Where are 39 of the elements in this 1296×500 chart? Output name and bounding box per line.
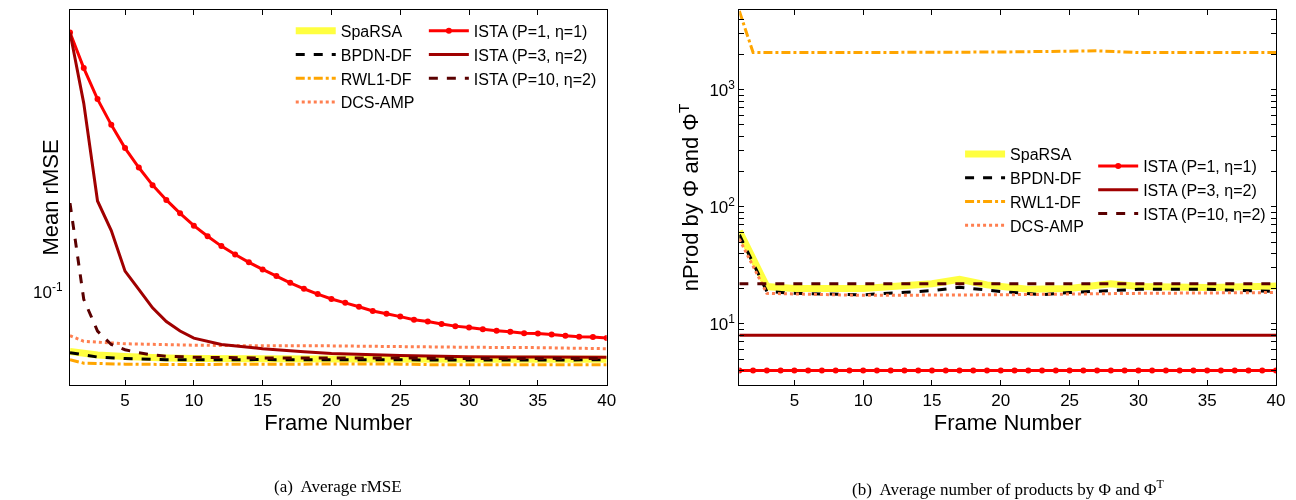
x-tick-label: 35 (528, 391, 548, 411)
legend-label: ISTA (P=3, η=2) (1143, 181, 1257, 199)
x-tick-label: 35 (1197, 391, 1217, 411)
legend-label: ISTA (P=10, η=2) (473, 70, 597, 88)
legend-label: ISTA (P=1, η=1) (1143, 158, 1257, 176)
x-tick-label: 30 (1128, 391, 1148, 411)
legend-label: ISTA (P=1, η=1) (473, 22, 588, 40)
x-tick-label: 30 (459, 391, 479, 411)
x-tick-label: 20 (321, 391, 341, 411)
x-axis-title: Frame Number (933, 410, 1082, 436)
legend-label: SpaRSA (340, 22, 403, 40)
legend-label: BPDN-DF (340, 46, 413, 64)
x-tick-label: 25 (1060, 391, 1080, 411)
x-axis-title: Frame Number (264, 410, 413, 436)
text: 10$^{-1}$ (33, 280, 63, 303)
y-tick-label: 10$^{2}$ (709, 194, 736, 217)
y-axis-title: Mean rMSE (37, 139, 63, 256)
x-tick-label: 10 (853, 391, 873, 411)
text: (b) Average number of products by Φ and Φ$^{T}$ (852, 477, 1165, 500)
legend-label: RWL1-DF (340, 70, 412, 88)
y-tick-label: 10$^{3}$ (709, 77, 736, 100)
legend-label: ISTA (P=10, η=2) (1143, 205, 1266, 223)
x-tick-label: 40 (597, 391, 617, 411)
x-tick-label: 40 (1266, 391, 1286, 411)
x-tick-label: 5 (120, 391, 130, 411)
legend-label: SpaRSA (1010, 146, 1072, 164)
x-tick-label: 5 (789, 391, 800, 411)
legend-label: BPDN-DF (1010, 169, 1082, 187)
x-tick-label: 20 (991, 391, 1011, 411)
legend-label: ISTA (P=3, η=2) (473, 46, 588, 64)
legend-label: RWL1-DF (1010, 193, 1082, 211)
text: (a) Average rMSE (274, 477, 402, 496)
x-tick-label: 10 (184, 391, 204, 411)
x-tick-label: 15 (253, 391, 273, 411)
legend-label: DCS-AMP (340, 94, 415, 112)
x-tick-label: 15 (922, 391, 942, 411)
legend-label: DCS-AMP (1010, 217, 1084, 235)
x-tick-label: 25 (390, 391, 410, 411)
y-tick-label: 10$^{1}$ (709, 311, 736, 334)
